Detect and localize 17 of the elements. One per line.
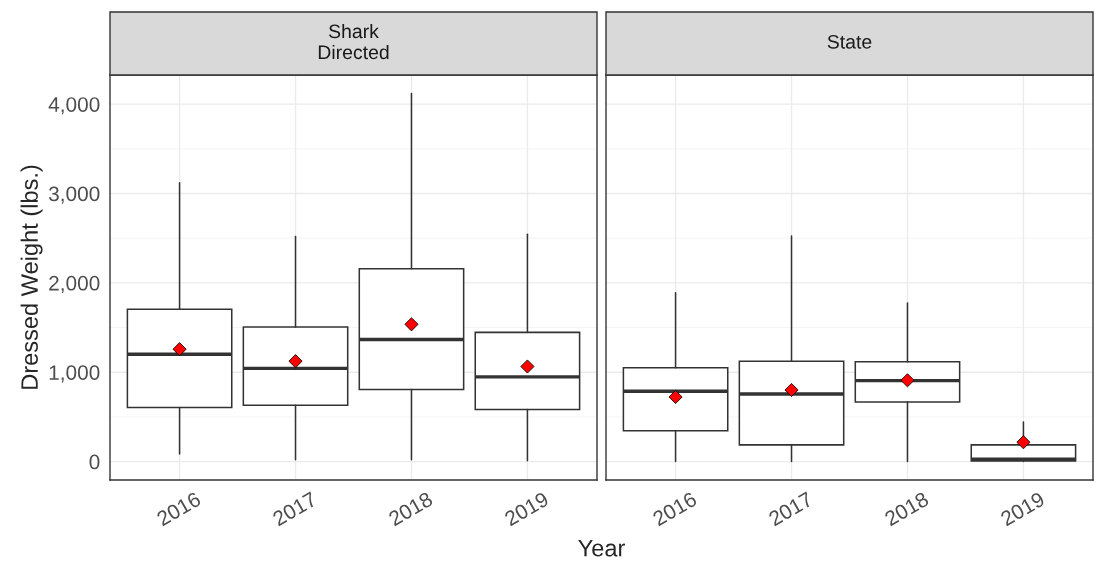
y-tick-label: 1,000 (49, 365, 100, 383)
chart-title: State (827, 34, 872, 49)
y-tick-label: 4,000 (48, 97, 100, 115)
y-tick-label: 3,000 (48, 186, 100, 204)
x-tick-label: 2019 (999, 491, 1046, 527)
x-tick-label: 2019 (503, 491, 550, 527)
chart-title: Shark Directed (318, 23, 389, 60)
x-tick-label: 2016 (155, 491, 202, 527)
x-tick-label: 2018 (883, 491, 930, 527)
x-tick-label: 2016 (651, 491, 698, 527)
x-tick-label: 2018 (387, 491, 434, 527)
y-tick-label: 0 (89, 454, 100, 470)
x-tick-label: 2017 (271, 491, 318, 527)
x-tick-label: 2017 (767, 491, 814, 527)
y-axis-title: Dressed Weight (lbs.) (20, 165, 43, 389)
x-axis-title: Year (578, 540, 625, 557)
y-tick-label: 2,000 (49, 275, 100, 294)
